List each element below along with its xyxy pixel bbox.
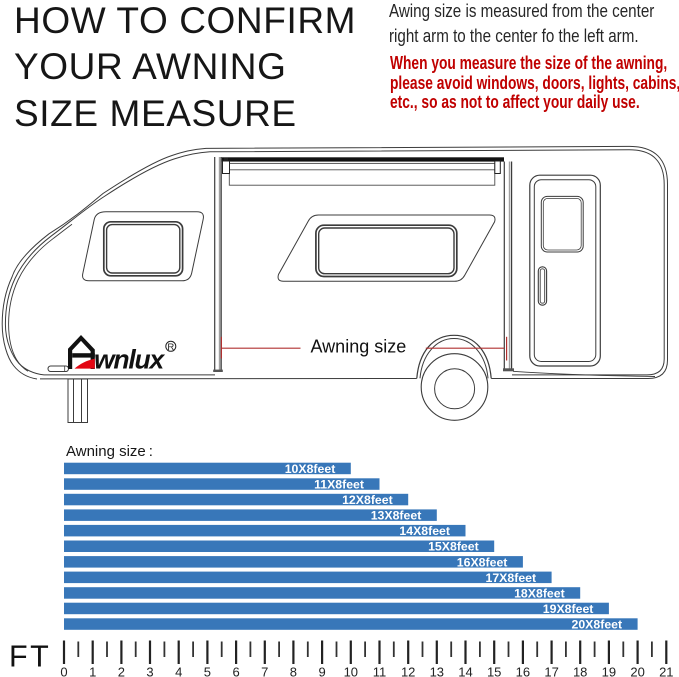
svg-text:15: 15 <box>487 665 501 677</box>
svg-text:Awning size :: Awning size : <box>66 443 153 460</box>
svg-text:1: 1 <box>89 665 96 677</box>
svg-text:13X8feet: 13X8feet <box>371 509 422 523</box>
svg-text:2: 2 <box>118 665 125 677</box>
svg-text:R: R <box>167 342 174 353</box>
svg-text:19X8feet: 19X8feet <box>543 602 594 616</box>
svg-text:20: 20 <box>630 665 644 677</box>
svg-text:4: 4 <box>175 665 182 677</box>
svg-text:21: 21 <box>659 665 673 677</box>
svg-text:11X8feet: 11X8feet <box>314 478 364 492</box>
svg-text:9: 9 <box>318 665 325 677</box>
svg-text:12: 12 <box>401 665 415 677</box>
svg-text:8: 8 <box>290 665 297 677</box>
svg-text:wnlux: wnlux <box>94 345 166 375</box>
svg-text:17: 17 <box>544 665 558 677</box>
svg-text:16: 16 <box>516 665 530 677</box>
svg-text:FT: FT <box>9 640 51 674</box>
svg-text:0: 0 <box>60 665 67 677</box>
svg-text:Awning size: Awning size <box>311 336 407 356</box>
svg-text:16X8feet: 16X8feet <box>457 555 508 569</box>
svg-text:20X8feet: 20X8feet <box>572 618 623 632</box>
svg-text:18: 18 <box>573 665 587 677</box>
svg-text:14: 14 <box>458 665 472 677</box>
svg-text:10: 10 <box>344 665 358 677</box>
svg-text:5: 5 <box>204 665 211 677</box>
svg-text:19: 19 <box>602 665 616 677</box>
svg-text:6: 6 <box>232 665 239 677</box>
svg-text:7: 7 <box>261 665 268 677</box>
svg-text:12X8feet: 12X8feet <box>342 493 393 507</box>
svg-text:10X8feet: 10X8feet <box>285 462 336 476</box>
svg-text:11: 11 <box>373 665 387 677</box>
svg-text:14X8feet: 14X8feet <box>399 524 450 538</box>
svg-text:3: 3 <box>146 665 153 677</box>
svg-text:17X8feet: 17X8feet <box>486 571 537 585</box>
svg-text:15X8feet: 15X8feet <box>428 540 479 554</box>
svg-text:13: 13 <box>430 665 444 677</box>
svg-text:18X8feet: 18X8feet <box>514 586 565 600</box>
